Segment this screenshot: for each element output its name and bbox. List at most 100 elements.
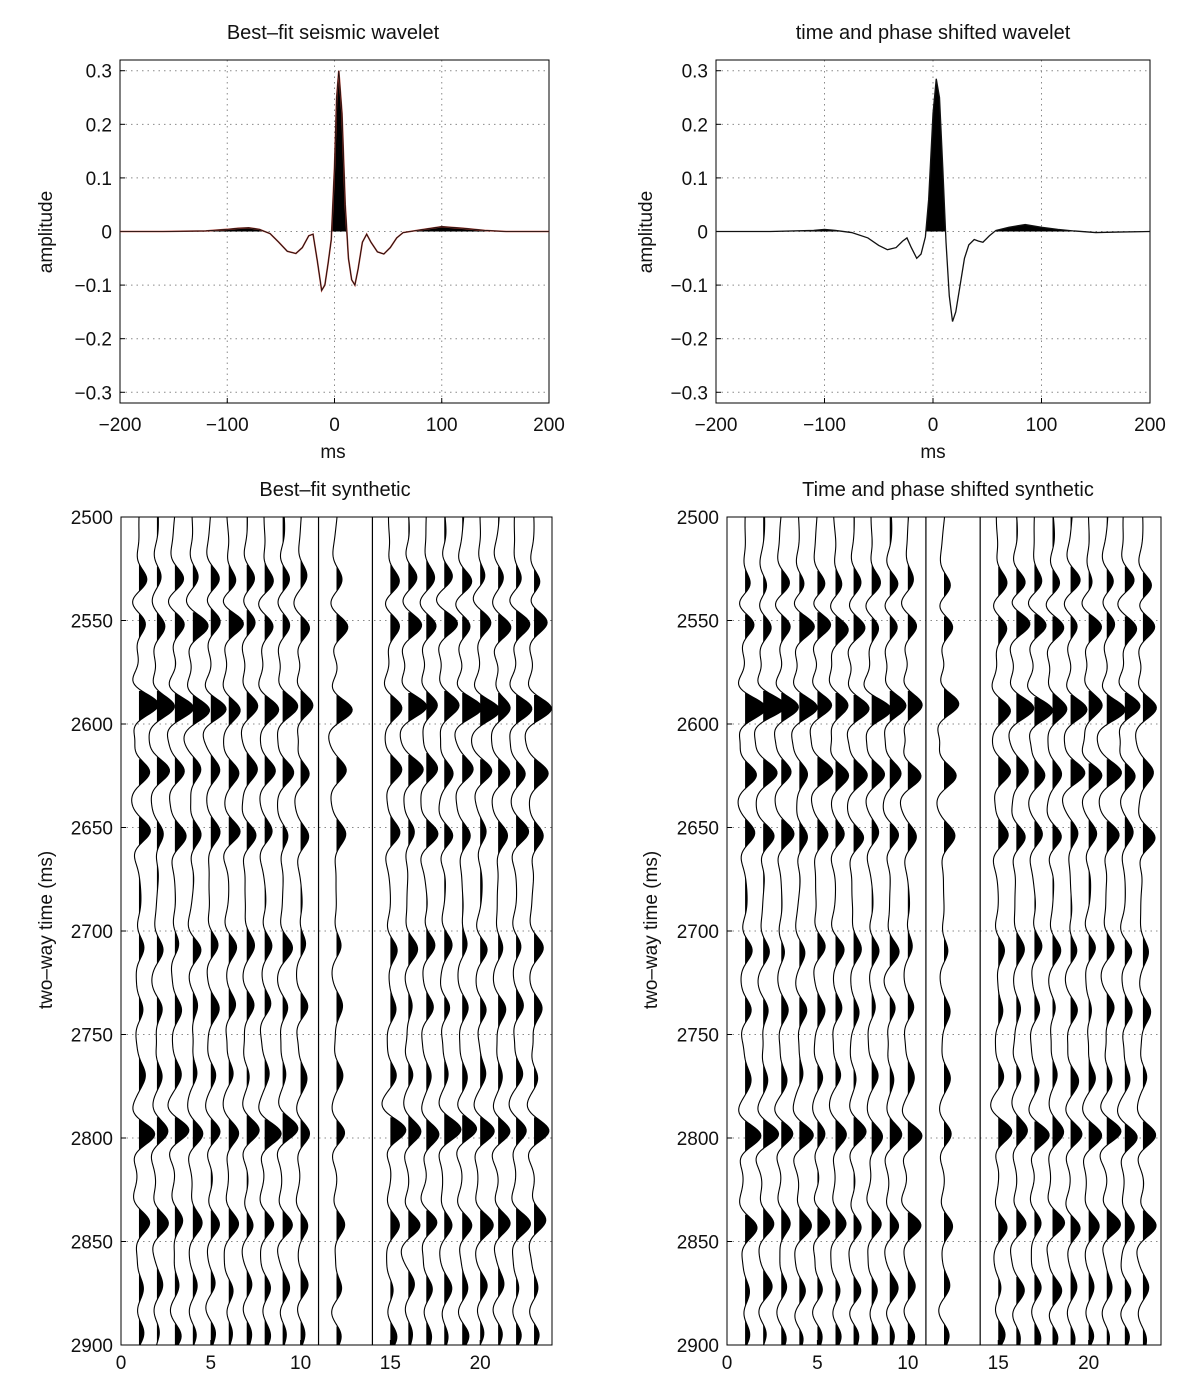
p2-xtick-label: 100 xyxy=(1026,415,1058,436)
p3-trace-fill xyxy=(534,527,552,1345)
p4-trace-line xyxy=(1096,516,1126,1346)
p3-ytick-label: 2650 xyxy=(71,819,113,840)
p4-trace-line xyxy=(846,516,870,1346)
p3-trace-line xyxy=(258,516,282,1346)
p4-ytick-label: 2600 xyxy=(677,715,719,736)
p3-ytick-label: 2600 xyxy=(71,715,113,736)
p4-trace-fill xyxy=(745,517,766,1345)
p4-trace-fill xyxy=(1016,517,1034,1345)
p4-ytick-label: 2650 xyxy=(677,819,719,840)
p4-trace-23 xyxy=(1135,516,1157,1346)
p4-trace-22 xyxy=(1116,516,1141,1346)
p1-ytick-label: 0.2 xyxy=(86,115,112,136)
p4-trace-line xyxy=(737,516,767,1346)
p3-trace-fill xyxy=(138,517,159,1345)
p4-trace-line xyxy=(1008,516,1035,1346)
p4-trace-10 xyxy=(899,516,923,1346)
p2-positive-lobe-fill xyxy=(770,78,1082,232)
p3-trace-line xyxy=(222,516,244,1346)
p3-trace-fill xyxy=(192,564,210,1345)
p2-xtick-label: −200 xyxy=(695,415,738,436)
p4-trace-line xyxy=(828,516,850,1346)
p3-trace-2 xyxy=(148,516,175,1346)
p4-ytick-label: 2850 xyxy=(677,1233,719,1254)
p3-trace-line xyxy=(131,516,160,1346)
p3-trace-15 xyxy=(381,517,407,1346)
p4-trace-line xyxy=(882,516,907,1346)
p4-trace-fill xyxy=(944,517,959,1345)
p3-trace-line xyxy=(490,516,512,1346)
p1-ytick-label: 0.3 xyxy=(86,62,112,83)
p1-xtick-label: 0 xyxy=(329,415,340,436)
p3-trace-line xyxy=(276,516,299,1346)
p4-trace-fill xyxy=(1070,517,1087,1345)
p4-trace-line xyxy=(1116,516,1141,1346)
p3-trace-21 xyxy=(490,516,512,1346)
p2-title: time and phase shifted wavelet xyxy=(796,22,1071,44)
p1-ytick-label: −0.2 xyxy=(74,330,112,351)
p2-xtick-label: −100 xyxy=(803,415,846,436)
p1-ytick-label: −0.3 xyxy=(74,383,112,404)
p4-xtick-label: 0 xyxy=(722,1353,733,1374)
p4-trace-fill xyxy=(1034,562,1053,1345)
p3-trace-fill xyxy=(282,517,298,1345)
p1-xtick-label: −100 xyxy=(206,415,249,436)
p4-trace-fill xyxy=(1106,517,1126,1345)
p4-trace-fill xyxy=(907,517,923,1345)
p4-ytick-label: 2750 xyxy=(677,1026,719,1047)
p3-trace-fill xyxy=(228,564,244,1345)
p3-trace-line xyxy=(293,516,314,1346)
p4-trace-2 xyxy=(753,516,787,1346)
p3-trace-line xyxy=(183,516,211,1346)
p4-trace-9 xyxy=(882,516,907,1346)
p4-trace-fill xyxy=(889,517,906,1345)
p4-trace-line xyxy=(791,516,818,1346)
p3-ytick-label: 2700 xyxy=(71,922,113,943)
p3-trace-10 xyxy=(293,516,314,1346)
p4-trace-18 xyxy=(1045,516,1068,1346)
p3-trace-fill xyxy=(246,517,260,1345)
p1-ylabel: amplitude xyxy=(36,191,57,273)
p4-ylabel: two–way time (ms) xyxy=(641,851,662,1009)
p3-trace-line xyxy=(202,516,227,1346)
p3-trace-17 xyxy=(419,516,440,1346)
p2-ytick-label: 0.3 xyxy=(682,62,708,83)
p4-xtick-label: 20 xyxy=(1078,1353,1099,1374)
p4-trace-line xyxy=(1081,516,1103,1346)
p2-ylabel: amplitude xyxy=(636,191,657,273)
p4-trace-fill xyxy=(1052,517,1067,1345)
p4-trace-5 xyxy=(809,516,834,1346)
p2-ytick-label: −0.3 xyxy=(670,383,708,404)
p2-xtick-label: 0 xyxy=(928,415,939,436)
p4-trace-fill xyxy=(763,517,786,1345)
p3-trace-7 xyxy=(240,516,260,1346)
p4-trace-fill xyxy=(1088,523,1103,1345)
p1-ytick-label: 0.1 xyxy=(86,169,112,190)
p3-trace-line xyxy=(454,516,483,1346)
p1-xtick-label: 100 xyxy=(426,415,458,436)
p3-ylabel: two–way time (ms) xyxy=(36,851,57,1009)
p3-trace-fill xyxy=(264,533,282,1345)
p4-trace-20 xyxy=(1081,516,1103,1346)
p4-trace-line xyxy=(1027,516,1054,1346)
p4-trace-fill xyxy=(1124,566,1140,1345)
p4-trace-fill xyxy=(998,566,1012,1345)
p3-xtick-label: 0 xyxy=(116,1353,127,1374)
p4-trace-4 xyxy=(791,516,818,1346)
p4-trace-6 xyxy=(828,516,850,1346)
p4-trace-7 xyxy=(846,516,870,1346)
p4-ytick-label: 2700 xyxy=(677,922,719,943)
p1-ytick-label: 0 xyxy=(101,223,112,244)
p4-trace-line xyxy=(774,516,799,1346)
p1-wavelet-line xyxy=(120,70,549,292)
p3-trace-9 xyxy=(276,516,299,1346)
p4-trace-line xyxy=(863,516,892,1346)
p1-xlabel: ms xyxy=(320,442,345,463)
p3-trace-line xyxy=(470,516,501,1346)
p3-xtick-label: 5 xyxy=(206,1353,217,1374)
p3-trace-fill xyxy=(480,523,500,1345)
p1-wavelet-overlay xyxy=(120,70,549,293)
p3-trace-line xyxy=(524,516,552,1346)
p3-trace-3 xyxy=(166,516,195,1346)
p4-ytick-label: 2550 xyxy=(677,612,719,633)
